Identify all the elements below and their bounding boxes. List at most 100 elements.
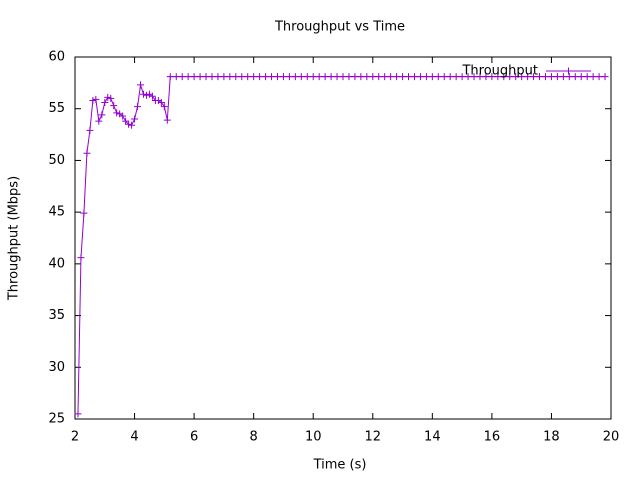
x-tick-label: 12 — [365, 430, 382, 445]
y-tick-label: 50 — [48, 153, 65, 168]
plot-border — [74, 56, 612, 420]
data-point — [405, 73, 413, 81]
data-point — [110, 102, 118, 110]
data-point — [309, 73, 317, 81]
x-tick-label: 2 — [71, 430, 79, 445]
data-point — [142, 91, 150, 99]
data-point — [134, 103, 142, 111]
x-tick-label: 10 — [305, 430, 322, 445]
data-point — [536, 73, 544, 81]
data-point — [541, 73, 549, 81]
data-point — [583, 73, 591, 81]
data-point — [559, 73, 567, 81]
data-point — [101, 99, 109, 107]
y-tick-label: 30 — [48, 360, 65, 375]
y-axis-label: Throughput (Mbps) — [7, 176, 22, 301]
data-point — [137, 81, 145, 89]
data-point — [160, 103, 168, 111]
data-point — [202, 73, 210, 81]
data-point — [122, 117, 130, 125]
data-point — [428, 73, 436, 81]
data-point — [256, 73, 264, 81]
y-tick-label: 25 — [48, 412, 65, 427]
data-point — [470, 73, 478, 81]
data-point — [345, 73, 353, 81]
data-point — [250, 73, 258, 81]
data-point — [327, 73, 335, 81]
x-tick-label: 8 — [250, 430, 258, 445]
data-point — [369, 73, 377, 81]
data-point — [89, 96, 97, 104]
data-point — [589, 73, 597, 81]
data-point — [279, 73, 287, 81]
y-tick-label: 35 — [48, 308, 65, 323]
data-point — [220, 73, 228, 81]
data-point — [524, 73, 532, 81]
data-point — [119, 112, 127, 120]
data-point — [148, 92, 156, 100]
data-point — [95, 117, 103, 125]
data-point — [297, 73, 305, 81]
data-point — [553, 73, 561, 81]
data-point — [128, 121, 136, 129]
data-point — [494, 73, 502, 81]
data-point — [440, 73, 448, 81]
data-point — [139, 90, 147, 98]
y-tick-label: 55 — [48, 101, 65, 116]
data-line — [77, 76, 606, 414]
data-point — [125, 120, 133, 128]
legend-marker — [565, 67, 572, 75]
data-point — [113, 109, 121, 117]
data-point — [77, 254, 85, 262]
data-point — [244, 73, 252, 81]
data-point — [399, 73, 407, 81]
data-point — [482, 73, 490, 81]
data-point — [163, 116, 171, 124]
data-point — [273, 73, 281, 81]
x-tick-label: 18 — [543, 430, 560, 445]
data-point — [232, 73, 240, 81]
x-tick-label: 16 — [484, 430, 501, 445]
data-point — [565, 73, 573, 81]
y-tick-label: 60 — [48, 50, 65, 65]
data-point — [303, 73, 311, 81]
data-point — [500, 73, 508, 81]
data-point — [172, 73, 180, 81]
data-point — [595, 73, 603, 81]
data-point — [571, 73, 579, 81]
data-point — [381, 73, 389, 81]
x-tick-label: 14 — [424, 430, 441, 445]
data-point — [351, 73, 359, 81]
data-point — [506, 73, 514, 81]
data-point — [214, 73, 222, 81]
data-point — [512, 73, 520, 81]
data-point — [518, 73, 526, 81]
data-point — [86, 126, 94, 134]
data-point — [74, 410, 82, 418]
data-point — [166, 73, 174, 81]
data-point — [107, 94, 115, 102]
data-point — [315, 73, 323, 81]
data-point — [208, 73, 216, 81]
data-point — [339, 73, 347, 81]
data-point — [464, 73, 472, 81]
data-point — [357, 73, 365, 81]
data-point — [131, 115, 139, 123]
data-point — [92, 95, 100, 103]
data-point — [458, 73, 466, 81]
data-point — [262, 73, 270, 81]
data-point — [387, 73, 395, 81]
data-point — [178, 73, 186, 81]
data-point — [434, 73, 442, 81]
data-point — [184, 73, 192, 81]
data-point — [157, 99, 165, 107]
data-point — [410, 73, 418, 81]
data-point — [291, 73, 299, 81]
x-tick-label: 6 — [190, 430, 198, 445]
x-axis-label: Time (s) — [313, 458, 367, 473]
data-point — [238, 73, 246, 81]
data-point — [190, 73, 198, 81]
data-point — [321, 73, 329, 81]
y-tick-label: 40 — [48, 256, 65, 271]
